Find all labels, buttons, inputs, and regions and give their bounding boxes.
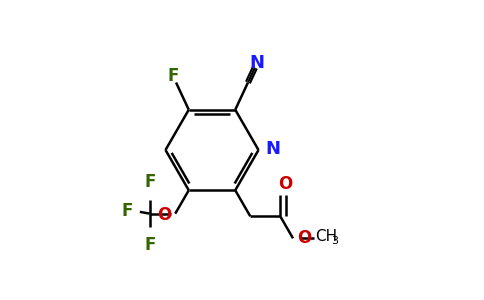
Text: O: O	[298, 229, 312, 247]
Text: F: F	[167, 67, 179, 85]
Text: F: F	[122, 202, 133, 220]
Text: 3: 3	[331, 236, 338, 246]
Text: O: O	[278, 175, 293, 193]
Text: CH: CH	[316, 229, 338, 244]
Text: O: O	[157, 206, 171, 224]
Text: F: F	[144, 236, 155, 254]
Text: F: F	[144, 173, 155, 191]
Text: N: N	[250, 54, 265, 72]
Text: N: N	[265, 140, 280, 158]
